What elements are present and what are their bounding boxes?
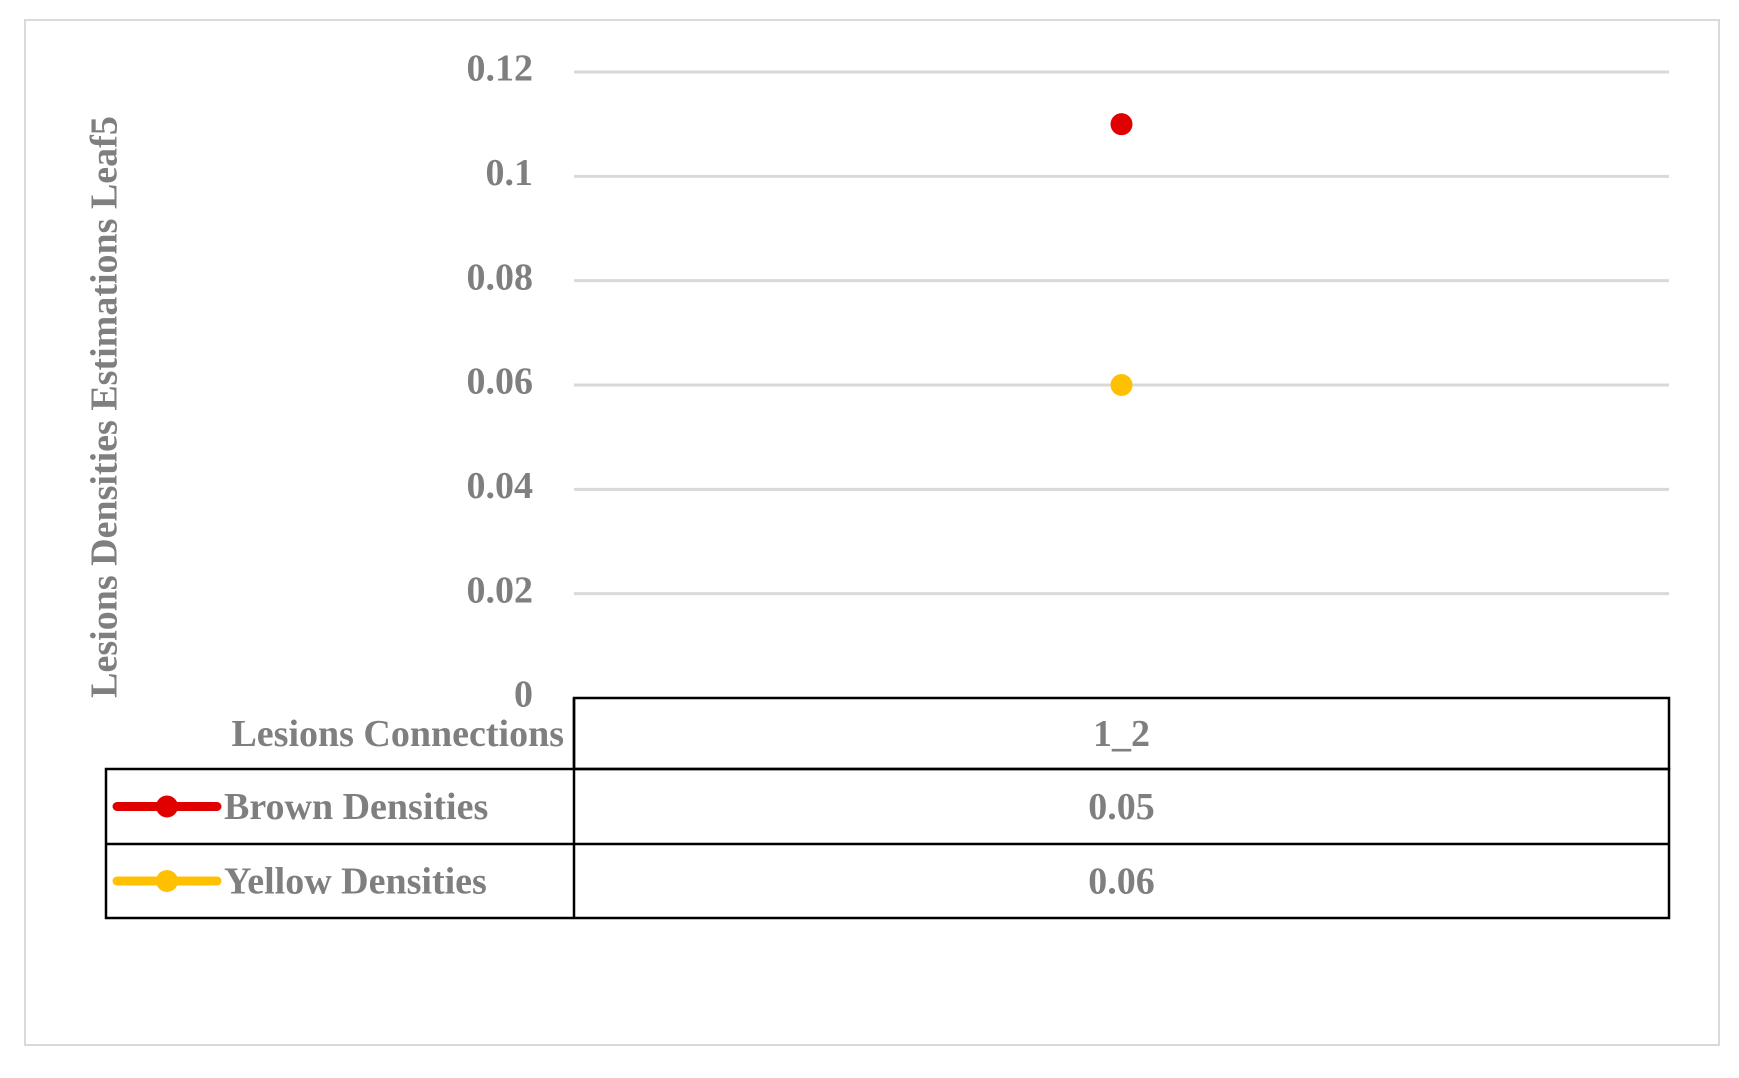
chart-frame — [24, 19, 1720, 1046]
y-tick-label: 0.08 — [467, 256, 534, 298]
y-tick-label: 0.06 — [467, 361, 534, 403]
y-tick-label: 0 — [514, 674, 533, 716]
table-value: 0.05 — [1088, 786, 1155, 828]
legend-label: Brown Densities — [224, 786, 488, 828]
y-tick-label: 0.1 — [486, 152, 534, 194]
y-tick-label: 0.12 — [467, 48, 534, 90]
data-point — [1110, 374, 1133, 396]
y-axis-title: Lesions Densities Estimations Leaf5 — [84, 116, 126, 698]
category-label: 1_2 — [1093, 713, 1150, 755]
legend-marker — [156, 870, 178, 892]
y-tick-label: 0.04 — [467, 465, 534, 507]
table-header: Lesions Connections — [231, 713, 564, 755]
data-point — [1110, 113, 1133, 136]
legend-marker — [156, 795, 178, 818]
legend-label: Yellow Densities — [224, 861, 487, 903]
y-tick-label: 0.02 — [467, 569, 534, 611]
table-value: 0.06 — [1088, 861, 1155, 903]
